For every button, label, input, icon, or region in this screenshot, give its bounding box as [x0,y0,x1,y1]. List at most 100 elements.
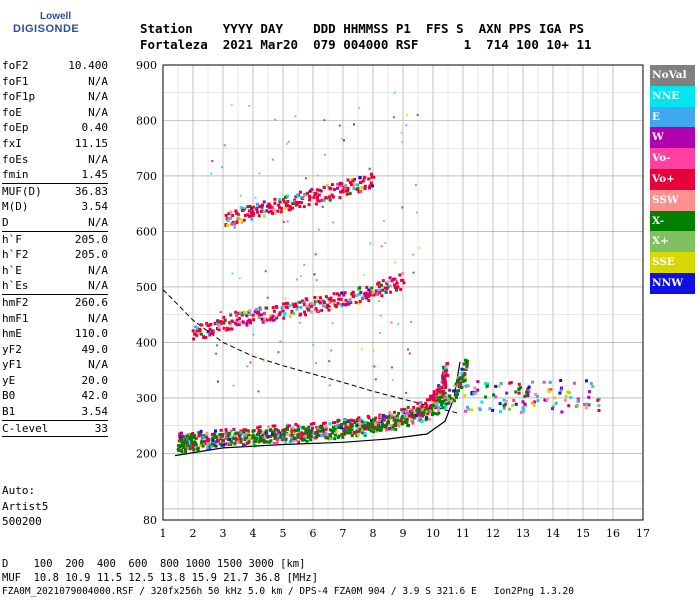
sparse-echo-point [415,184,417,187]
sparse-echo-point [369,242,372,245]
echo-point [206,445,210,449]
x-tick-label: 17 [636,527,650,540]
echo-point [443,398,447,402]
echo-point [333,428,337,432]
x-tick-label: 7 [340,527,347,540]
echo-point [442,382,446,386]
echo-point [350,434,354,438]
x-tick-label: 4 [250,527,257,540]
param-value: 110.0 [74,327,108,341]
echo-point [272,318,276,322]
echo-point [432,393,436,397]
echo-point [293,428,297,432]
echo-point [380,283,383,287]
echo-point [336,186,339,190]
echo-point [277,313,281,317]
echo-point [308,195,312,199]
echo-point [247,433,251,437]
echo-point [258,431,262,434]
echo-point [219,437,223,441]
echo-point [457,389,460,393]
sparse-echo-point [211,160,214,162]
echo-point [460,367,464,371]
echo-point [224,442,228,446]
echo-point [351,424,354,428]
echo-point [424,401,428,405]
echo-point [362,427,366,431]
echo-point [281,198,285,202]
param-value: 205.0 [74,248,108,262]
echo-point [278,200,282,204]
echo-point [439,388,443,392]
echo-point [188,447,192,451]
sparse-echo-point [220,323,222,326]
echo-point [238,311,242,315]
echo-point [254,435,258,439]
echo-point [292,312,296,316]
echo-point [434,392,438,396]
echo-point [217,325,221,329]
echo-point [428,409,432,413]
echo-point [208,333,212,337]
sparse-echo-point [353,123,355,126]
echo-point [402,420,406,424]
sparse-echo-point [315,279,318,282]
legend-item: E [650,106,695,128]
echo-point [351,290,355,294]
echo-point [313,296,317,299]
echo-point [390,413,394,417]
echo-point [217,320,221,324]
echo-point [318,429,322,433]
param-value: 49.0 [81,342,109,356]
echo-point [290,309,294,313]
echo-point [317,199,321,203]
echo-point [359,189,363,193]
echo-point [359,180,363,184]
echo-point [228,321,232,325]
spread-echo-point [509,381,513,385]
echo-point [444,380,447,384]
echo-point [185,434,189,438]
echo-point [301,196,305,200]
echo-point [257,310,261,314]
echo-point [294,302,298,306]
echo-point [212,443,216,447]
sparse-echo-point [397,322,400,325]
echo-point [327,308,331,312]
echo-point [201,434,205,438]
echo-point [379,415,383,419]
spread-echo-point [526,394,530,397]
echo-point [239,437,243,441]
echo-point [401,422,405,426]
echo-point [205,321,209,325]
echo-point [285,194,289,198]
x-tick-label: 8 [370,527,377,540]
echo-point [412,406,416,409]
echo-point [429,405,433,408]
echo-point [333,421,337,424]
sparse-echo-point [317,310,320,313]
echo-point [316,199,320,203]
echo-point [224,432,228,436]
sparse-echo-point [314,253,317,256]
echo-point [253,444,257,448]
echo-point [258,205,262,208]
echo-point [300,201,303,205]
echo-point [343,187,347,191]
echo-point [348,299,352,303]
echo-point [314,202,318,206]
echo-point [236,438,240,442]
x-tick-label: 10 [426,527,440,540]
echo-point [256,210,259,214]
echo-point [344,298,348,302]
echo-point [213,322,217,326]
x-tick-label: 3 [220,527,227,540]
echo-point [363,421,367,425]
echo-point [234,436,238,440]
echo-point [303,427,307,431]
echo-point [324,432,328,436]
echo-point [331,431,335,435]
echo-point [358,428,362,432]
echo-point [256,426,260,430]
sparse-echo-point [390,366,393,369]
